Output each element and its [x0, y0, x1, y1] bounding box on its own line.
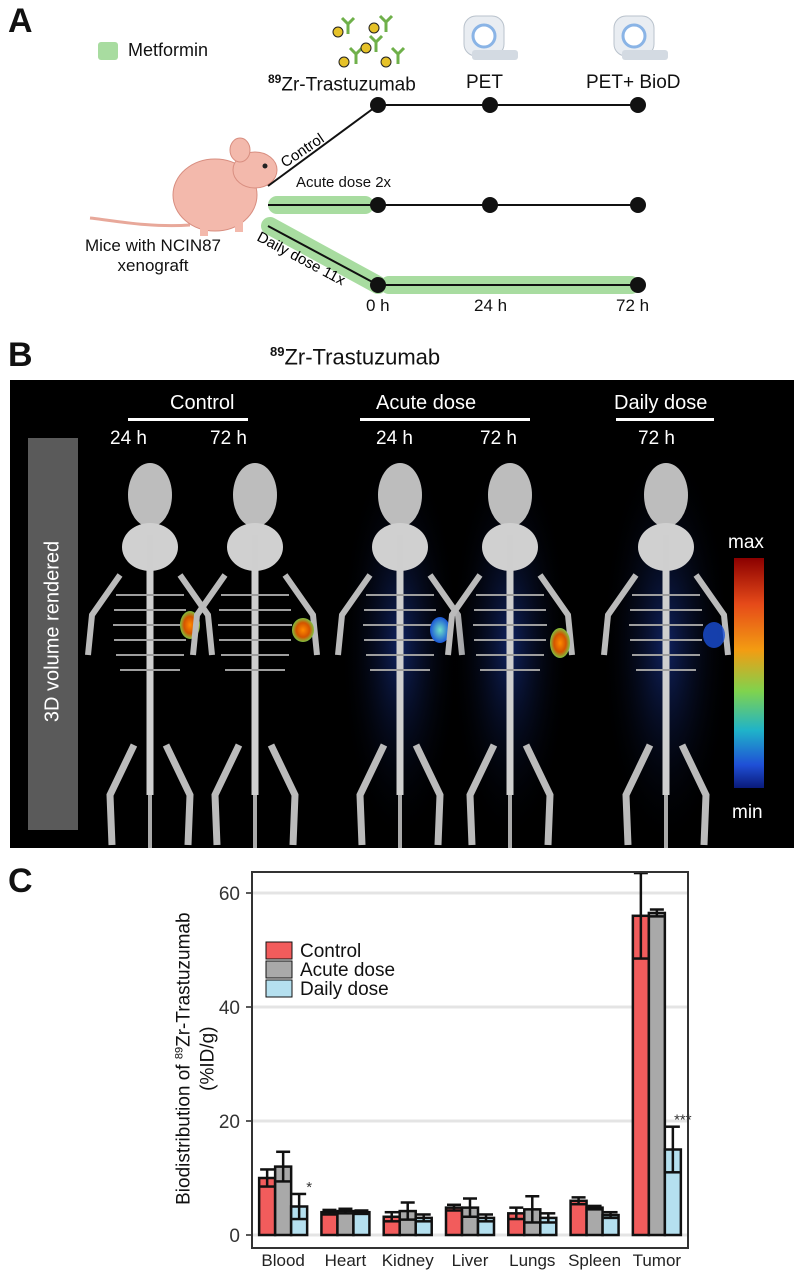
- panel-b-title: 89Zr-Trastuzumab: [270, 344, 441, 370]
- study-timeline-diagram: Control Daily dose 11x: [89, 14, 668, 294]
- pet-scanner-icon: [463, 15, 518, 60]
- x-tick-label: Tumor: [633, 1251, 682, 1270]
- panel-b-letter: B: [8, 336, 33, 374]
- pet-image-panel: 3D volume rendered Control Acute dose Da…: [10, 380, 794, 848]
- significance-marker: ***: [674, 1112, 692, 1129]
- time-label-control-72: 72 h: [210, 428, 247, 449]
- bar: [444, 1206, 464, 1237]
- y-tick-label: 60: [219, 884, 240, 905]
- mouse-illustration: [89, 137, 278, 236]
- metformin-legend-swatch: [98, 42, 118, 60]
- group-control-label: Control: [170, 392, 235, 414]
- antibody-icon: [332, 14, 406, 68]
- side-label-box: [28, 438, 78, 830]
- x-tick-label: Blood: [261, 1251, 304, 1270]
- legend-label: Acute dose: [300, 960, 395, 981]
- group-acute-label: Acute dose: [376, 392, 477, 414]
- pet-scanner-icon-2: [613, 15, 668, 60]
- time-label-acute-72: 72 h: [480, 428, 517, 449]
- pet-label: PET: [466, 72, 503, 93]
- time-72h: 72 h: [616, 296, 650, 315]
- legend-label: Daily dose: [300, 979, 389, 1000]
- plot-frame: [251, 871, 689, 1249]
- legend-swatch: [265, 960, 293, 979]
- mouse-daily-72h: [601, 440, 731, 848]
- mouse-control-24h: [88, 463, 212, 848]
- arm-acute-label: Acute dose 2x: [296, 174, 392, 191]
- group-daily-label: Daily dose: [614, 392, 708, 414]
- mouse-acute-24h: [338, 445, 462, 848]
- mouse-control-72h: [193, 463, 317, 848]
- group-daily-underline: [616, 418, 714, 421]
- daily-branch-line: [267, 225, 379, 286]
- color-scale-bar: [734, 558, 764, 788]
- time-0h: 0 h: [366, 296, 390, 315]
- x-tick-label: Spleen: [568, 1251, 621, 1270]
- group-control-underline: [128, 418, 248, 421]
- metformin-legend-label: Metformin: [128, 40, 209, 60]
- time-label-control-24: 24 h: [110, 428, 147, 449]
- bar: [336, 1209, 355, 1237]
- control-branch-line: [267, 104, 379, 187]
- bar: [631, 914, 651, 1237]
- bar: [585, 1206, 604, 1237]
- arm-control-label: Control: [278, 130, 328, 171]
- mouse-caption: Mice with NCIN87 xenograft: [84, 236, 222, 275]
- legend-swatch: [265, 979, 293, 998]
- x-tick-label: Heart: [325, 1251, 367, 1270]
- bar: [569, 1199, 588, 1237]
- x-tick-label: Kidney: [382, 1251, 434, 1270]
- compound-label: 89Zr-Trastuzumab: [268, 72, 416, 96]
- panel-c-letter: C: [8, 862, 33, 900]
- legend-label: Control: [300, 941, 361, 962]
- mouse-volume-renders: [10, 440, 764, 848]
- mouse-acute-72h: [448, 445, 572, 848]
- significance-marker: *: [306, 1179, 312, 1196]
- color-scale-max: max: [728, 532, 764, 553]
- plot-background: [252, 872, 688, 1248]
- legend-swatch: [265, 941, 293, 960]
- pet-biod-label: PET+ BioD: [586, 72, 681, 93]
- y-tick-label: 40: [219, 998, 240, 1019]
- group-acute-underline: [360, 418, 530, 421]
- time-label-acute-24: 24 h: [376, 428, 413, 449]
- y-tick-label: 0: [229, 1226, 240, 1247]
- timepoint-dots: [370, 97, 646, 293]
- x-tick-label: Liver: [452, 1251, 489, 1270]
- biodistribution-chart: 0 20 40 60 Blood Heart Kidney Liver Lungs Spleen T…: [219, 871, 692, 1270]
- color-scale-min: min: [732, 802, 763, 823]
- panel-a-letter: A: [8, 2, 33, 40]
- time-24h: 24 h: [474, 296, 508, 315]
- y-tick-label: 20: [219, 1112, 240, 1133]
- bar: [647, 911, 667, 1237]
- x-tick-label: Lungs: [509, 1251, 555, 1270]
- bar: [352, 1210, 371, 1237]
